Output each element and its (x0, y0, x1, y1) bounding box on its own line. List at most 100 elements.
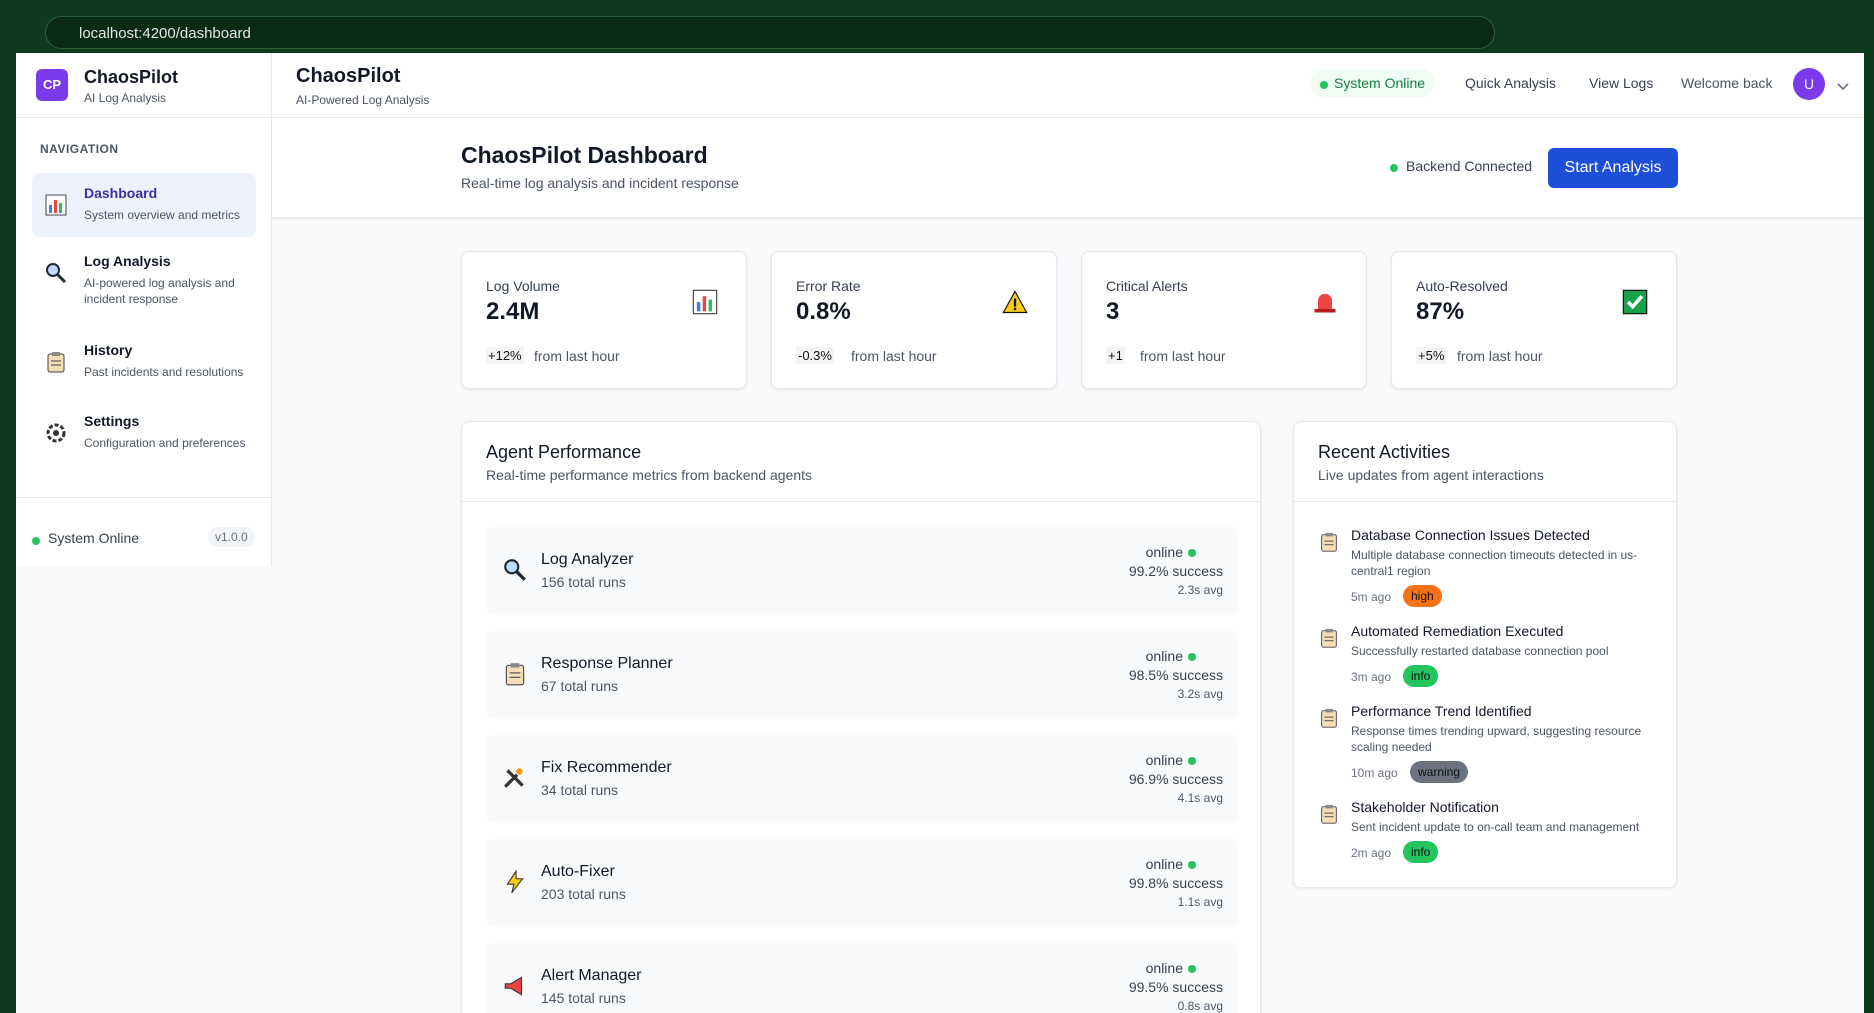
metric-label: Auto-Resolved (1416, 278, 1508, 294)
agent-performance-card: Agent Performance Real-time performance m… (461, 421, 1261, 1013)
activity-time: 3m ago (1351, 670, 1392, 684)
activity-description: Successfully restarted database connecti… (1351, 644, 1609, 658)
metric-value: 0.8% (796, 298, 851, 325)
nav-label: Dashboard (84, 185, 158, 201)
url-text: localhost:4200/dashboard (79, 25, 251, 42)
agent-row[interactable]: Fix Recommender 34 total runs online 96.9% … (486, 735, 1238, 823)
metric-card: Log Volume 2.4M +12% from last hour (461, 251, 747, 389)
divider (1294, 501, 1678, 502)
brand-name: ChaosPilot (84, 67, 179, 87)
agent-avg: 0.8s avg (1177, 999, 1223, 1013)
agent-row[interactable]: Auto-Fixer 203 total runs online 99.8% succ… (486, 839, 1238, 927)
metric-change: +5% (1416, 347, 1447, 364)
status-dot (1188, 757, 1196, 765)
metric-label: Log Volume (486, 278, 560, 294)
activity-badge: warning (1410, 761, 1469, 783)
page-subtitle: Real-time log analysis and incident resp… (461, 175, 739, 191)
agent-runs: 145 total runs (541, 990, 626, 1006)
nav-label: History (84, 342, 133, 358)
nav-item[interactable]: Dashboard System overview and metrics (32, 173, 256, 237)
icon (1318, 707, 1340, 729)
icon-graphic (1321, 804, 1337, 824)
agent-runs: 34 total runs (541, 782, 619, 798)
agent-name: Log Analyzer (541, 551, 634, 568)
icon-graphic (504, 976, 523, 996)
panel-subtitle: Live updates from agent interactions (1318, 467, 1544, 483)
divider (16, 497, 272, 498)
nav-description: System overview and metrics (84, 208, 241, 222)
metric-value: 3 (1106, 298, 1120, 325)
header-link[interactable]: View Logs (1589, 75, 1654, 91)
nav-item[interactable]: History Past incidents and resolutions (32, 330, 256, 400)
agent-avg: 4.1s avg (1177, 791, 1223, 805)
dropdown-chevron[interactable] (1837, 79, 1849, 91)
metric-change: +1 (1106, 347, 1125, 364)
icon (1621, 288, 1649, 316)
icon (44, 261, 68, 285)
agent-avg: 3.2s avg (1177, 687, 1223, 701)
status-dot (1188, 965, 1196, 973)
icon-graphic (1321, 628, 1337, 648)
metric-change: +12% (486, 347, 524, 364)
icon-graphic (1314, 293, 1336, 313)
agent-success: 98.5% success (1128, 667, 1223, 683)
metric-note: from last hour (1140, 348, 1226, 364)
divider (16, 117, 272, 118)
activity-description: Multiple database connection timeouts de… (1351, 548, 1638, 578)
avatar[interactable]: U (1793, 68, 1825, 100)
sidebar-status: System Online (48, 530, 140, 546)
agent-runs: 156 total runs (541, 574, 626, 590)
icon (1311, 288, 1339, 316)
activity-time: 2m ago (1351, 846, 1392, 860)
activity-badge: high (1403, 585, 1442, 607)
icon-graphic (1002, 290, 1028, 314)
chevron (1837, 83, 1849, 91)
agent-status: online (1145, 544, 1183, 560)
brand-tagline: AI Log Analysis (84, 91, 167, 105)
logo: CP (36, 69, 68, 101)
connection-status: Backend Connected (1406, 158, 1533, 174)
window-edge (0, 53, 16, 1013)
agent-success: 99.5% success (1128, 979, 1223, 995)
nav-item[interactable]: Log Analysis AI-powered log analysis and … (32, 241, 256, 311)
icon (691, 288, 719, 316)
start-analysis-button[interactable]: Start Analysis (1548, 148, 1678, 188)
nav-description: Past incidents and resolutions (84, 365, 244, 379)
metric-change: -0.3% (796, 347, 834, 364)
scrollbar-track (1864, 53, 1874, 1013)
icon (1001, 288, 1029, 316)
page-title: ChaosPilot Dashboard (461, 142, 708, 168)
metric-value: 2.4M (486, 298, 540, 325)
recent-activities-card: Recent Activities Live updates from agent… (1293, 421, 1678, 888)
nav-label: Log Analysis (84, 253, 171, 269)
header-status: System Online (1310, 69, 1436, 97)
icon (44, 421, 68, 445)
icon-graphic (45, 194, 67, 216)
agent-row[interactable]: Alert Manager 145 total runs online 99.5% s… (486, 943, 1238, 1013)
nav-item[interactable]: Settings Configuration and preferences (32, 401, 256, 471)
agent-runs: 67 total runs (541, 678, 619, 694)
metric-note: from last hour (534, 348, 620, 364)
status-dot (1188, 549, 1196, 557)
icon (502, 765, 528, 791)
metric-note: from last hour (851, 348, 937, 364)
agent-row[interactable]: Response Planner 67 total runs online 98.5%… (486, 631, 1238, 719)
panel-subtitle: Real-time performance metrics from backe… (486, 467, 813, 483)
address-bar[interactable]: localhost:4200/dashboard (45, 16, 1495, 49)
icon-graphic (692, 289, 718, 315)
agent-runs: 203 total runs (541, 886, 626, 902)
header-title: ChaosPilot (296, 65, 401, 87)
top-header: ChaosPilot AI-Powered Log Analysis System … (272, 53, 1864, 118)
agent-status: online (1145, 856, 1183, 872)
icon-graphic (504, 559, 526, 581)
header-link[interactable]: Quick Analysis (1465, 75, 1557, 91)
activity-badge: info (1403, 665, 1439, 687)
agent-row[interactable]: Log Analyzer 156 total runs online 99.2% su… (486, 527, 1238, 615)
icon-graphic (47, 352, 65, 373)
icon-graphic (1321, 708, 1337, 728)
metric-label: Error Rate (796, 278, 861, 294)
icon (44, 193, 68, 217)
icon-graphic (504, 768, 524, 788)
agent-name: Auto-Fixer (541, 863, 615, 880)
